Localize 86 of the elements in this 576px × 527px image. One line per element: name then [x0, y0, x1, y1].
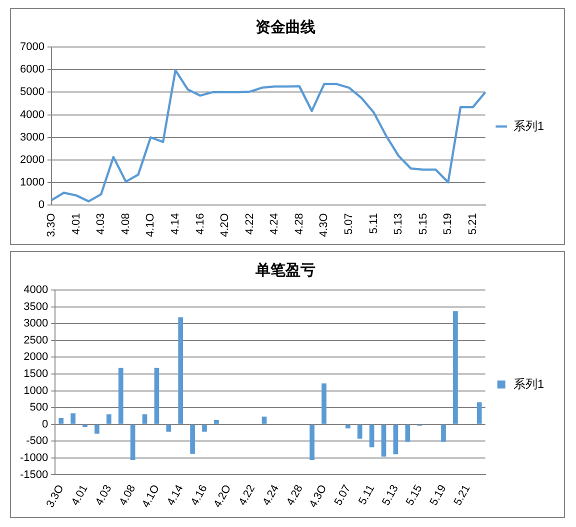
x-tick-label: 4.2O — [219, 212, 232, 238]
x-tick-label: 4.16 — [188, 483, 210, 508]
x-tick-label: 5.07 — [332, 483, 354, 508]
bar — [82, 424, 88, 428]
y-tick-label: 6000 — [20, 64, 44, 76]
y-tick-label: 5000 — [20, 86, 44, 98]
y-tick-label: 1000 — [24, 384, 48, 397]
bar — [441, 424, 446, 442]
y-tick-label: 2000 — [24, 351, 48, 364]
y-tick-label: 4000 — [20, 108, 44, 121]
x-tick-label: 5.21 — [466, 213, 479, 235]
x-tick-label: 5.11 — [368, 213, 380, 234]
y-tick-label: -1000 — [20, 452, 48, 464]
x-tick-label: 5.13 — [392, 213, 405, 235]
bar — [369, 424, 374, 448]
x-tick-label: 3.3O — [46, 212, 58, 238]
x-tick-label: 3.3O — [44, 482, 67, 510]
x-tick-label: 4.3O — [307, 482, 330, 510]
x-tick-label: 5.13 — [380, 483, 401, 508]
bar — [190, 424, 195, 454]
x-tick-label: 5.19 — [428, 483, 449, 508]
x-tick-label: 4.03 — [95, 213, 108, 235]
x-tick-label: 4.01 — [69, 483, 90, 508]
bar — [142, 414, 148, 424]
y-tick-label: -500 — [26, 435, 48, 448]
bar — [310, 424, 314, 460]
y-tick-label: 500 — [30, 402, 48, 414]
bar — [262, 416, 267, 424]
y-tick-label: 2000 — [20, 154, 44, 166]
y-tick-label: 4000 — [24, 284, 48, 296]
bar — [476, 402, 482, 424]
x-tick-label: 4.03 — [93, 483, 114, 508]
chart-title: 资金曲线 — [256, 19, 316, 36]
bar — [130, 424, 136, 460]
y-tick-label: 3500 — [24, 300, 48, 313]
y-tick-label: 1500 — [24, 368, 48, 380]
y-tick-label: 2500 — [24, 334, 48, 346]
bar — [405, 424, 410, 442]
bar — [381, 424, 386, 457]
x-tick-label: 4.28 — [293, 213, 306, 235]
y-tick-label: 0 — [42, 418, 48, 430]
bar — [453, 311, 458, 424]
x-tick-label: 4.08 — [117, 483, 138, 508]
x-tick-label: 4.1O — [140, 482, 162, 510]
x-tick-label: 4.2O — [212, 482, 234, 510]
x-tick-label: 4.3O — [318, 212, 330, 238]
bar — [202, 424, 207, 432]
x-tick-label: 4.01 — [70, 213, 82, 235]
bar — [118, 368, 124, 424]
bar — [106, 414, 112, 424]
x-tick-label: 5.11 — [356, 483, 378, 507]
bar — [322, 383, 326, 424]
x-tick-label: 4.28 — [284, 483, 306, 508]
y-tick-label: -1500 — [20, 468, 48, 481]
bar — [393, 424, 398, 454]
x-tick-label: 4.1O — [144, 212, 157, 238]
y-tick-label: 0 — [38, 199, 44, 212]
y-tick-label: 3000 — [20, 131, 44, 144]
x-tick-label: 4.14 — [165, 483, 186, 508]
x-tick-label: 4.16 — [194, 213, 206, 235]
x-tick-label: 5.07 — [343, 213, 356, 235]
y-tick-label: 1000 — [20, 176, 44, 189]
x-tick-label: 4.24 — [260, 483, 282, 508]
bar — [94, 424, 100, 434]
x-tick-label: 4.14 — [169, 213, 182, 235]
bar — [58, 418, 64, 424]
x-tick-label: 5.19 — [442, 213, 454, 235]
bar — [214, 420, 219, 424]
legend-label: 系列1 — [513, 118, 544, 133]
x-tick-label: 4.24 — [268, 213, 281, 235]
y-tick-label: 7000 — [20, 41, 44, 54]
x-tick-label: 5.15 — [417, 213, 430, 235]
y-tick-label: 3000 — [24, 318, 48, 330]
bar — [166, 424, 172, 432]
bar — [70, 413, 76, 424]
legend-label: 系列1 — [513, 376, 544, 391]
x-tick-label: 5.21 — [452, 483, 473, 508]
x-tick-label: 4.08 — [120, 213, 132, 235]
bar — [154, 368, 160, 424]
bar — [178, 317, 184, 424]
x-tick-label: 5.15 — [404, 483, 425, 508]
x-tick-label: 4.22 — [236, 483, 258, 508]
x-tick-label: 4.22 — [244, 213, 256, 235]
chart-title: 单笔盈亏 — [254, 262, 316, 280]
bar — [357, 424, 362, 439]
bar — [345, 424, 350, 428]
